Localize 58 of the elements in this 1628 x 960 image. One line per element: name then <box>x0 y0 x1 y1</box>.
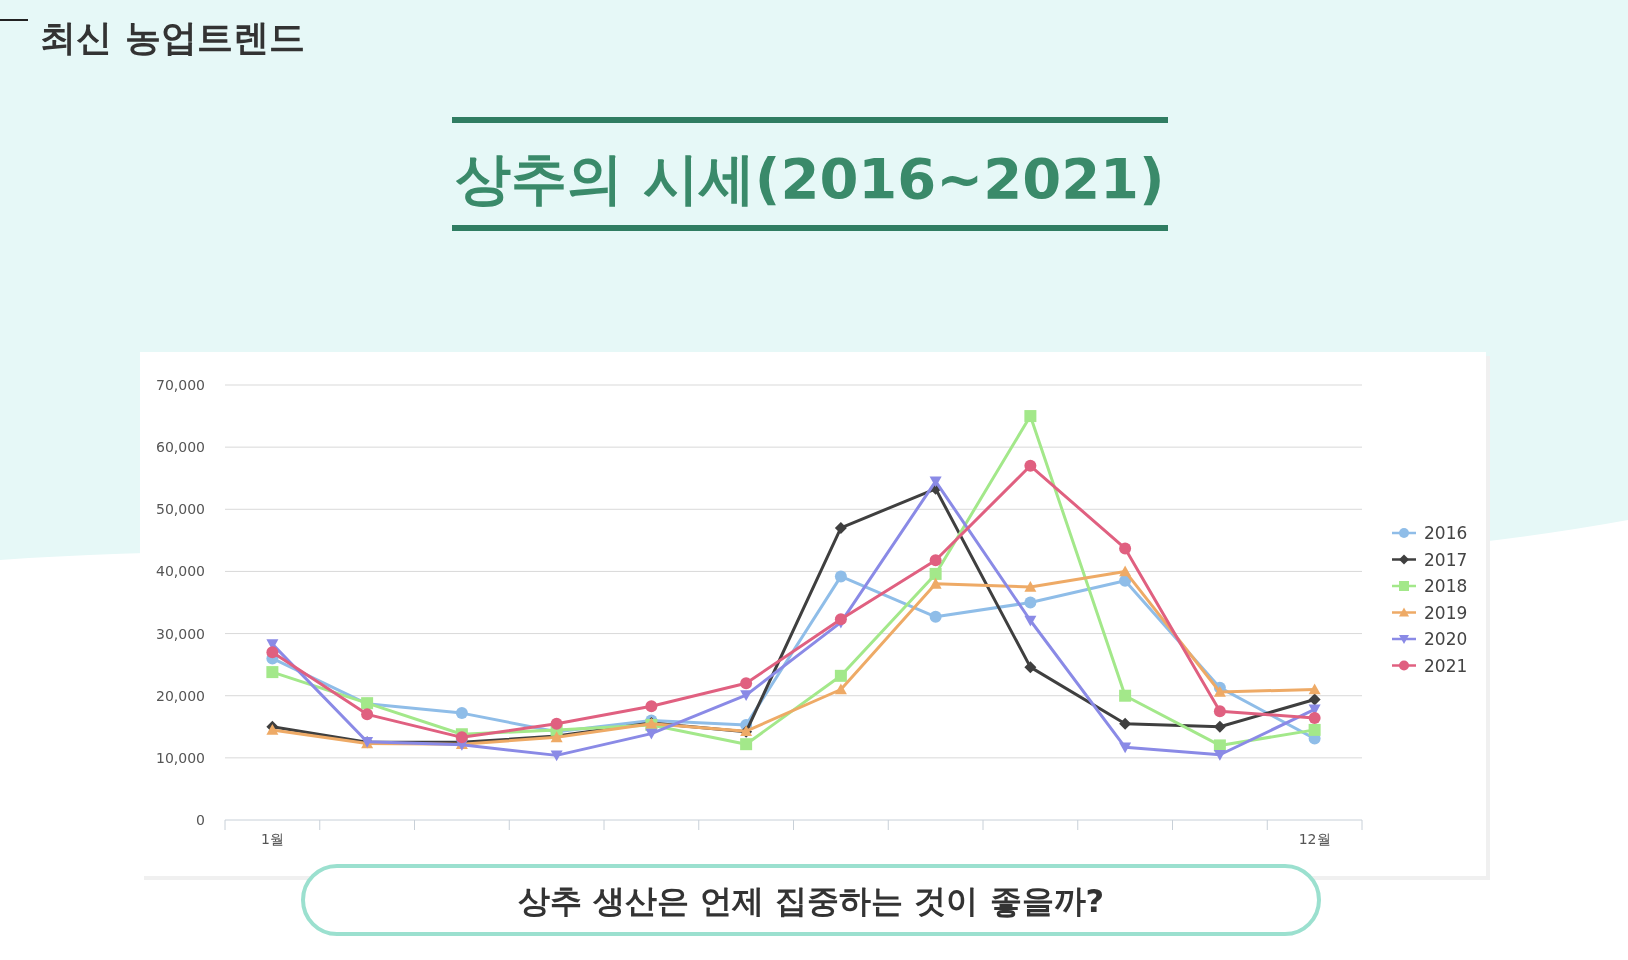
text: 상추 생산은 언제 집중하는 것이 좋을까? <box>517 882 1105 920</box>
point <box>929 554 942 567</box>
point <box>1119 542 1132 555</box>
point <box>1024 661 1037 674</box>
point <box>266 666 279 679</box>
y-tick-label: 0 <box>196 812 205 828</box>
point <box>1213 739 1226 752</box>
point <box>1213 685 1226 697</box>
legend-label: 2017 <box>1424 549 1468 570</box>
point <box>740 738 753 751</box>
point <box>645 700 658 713</box>
text: 최신 농업트렌드 <box>40 17 305 58</box>
point <box>834 521 847 534</box>
point <box>266 646 279 659</box>
point <box>929 610 942 623</box>
point <box>1119 742 1132 754</box>
point <box>1213 749 1226 761</box>
y-tick-label: 30,000 <box>156 625 205 642</box>
point <box>1308 723 1321 736</box>
point <box>1024 615 1037 627</box>
point <box>834 613 847 626</box>
x-tick-label: 12월 <box>1298 831 1331 847</box>
point <box>1308 683 1321 695</box>
point <box>1024 580 1037 592</box>
y-tick-label: 40,000 <box>156 563 205 580</box>
legend-label: 2021 <box>1424 655 1468 676</box>
point <box>834 669 847 682</box>
point <box>929 577 942 589</box>
point <box>550 750 563 762</box>
y-tick-label: 70,000 <box>156 377 205 393</box>
point <box>550 717 563 730</box>
point <box>1213 705 1226 718</box>
point <box>645 728 658 740</box>
point <box>1024 459 1037 472</box>
point <box>740 677 753 690</box>
legend-label: 2016 <box>1424 523 1468 543</box>
point <box>1119 565 1132 577</box>
point <box>1308 712 1321 725</box>
point <box>455 707 468 720</box>
chart-title: 상추의 시세(2016~2021) <box>455 146 1165 211</box>
x-tick-label: 1월 <box>260 831 284 847</box>
y-tick-label: 50,000 <box>156 501 205 518</box>
point <box>834 570 847 583</box>
y-tick-label: 10,000 <box>156 749 205 766</box>
point <box>1119 689 1132 702</box>
legend-label: 2020 <box>1424 629 1468 649</box>
point <box>361 708 374 721</box>
y-tick-label: 20,000 <box>156 687 205 704</box>
point <box>1024 410 1037 423</box>
point <box>929 567 942 580</box>
point <box>929 476 942 488</box>
point <box>1024 596 1037 609</box>
point <box>1308 693 1321 706</box>
point <box>1119 717 1132 730</box>
y-tick-label: 60,000 <box>156 439 205 456</box>
legend-label: 2019 <box>1424 602 1468 623</box>
point <box>834 683 847 695</box>
legend-label: 2018 <box>1424 576 1468 596</box>
